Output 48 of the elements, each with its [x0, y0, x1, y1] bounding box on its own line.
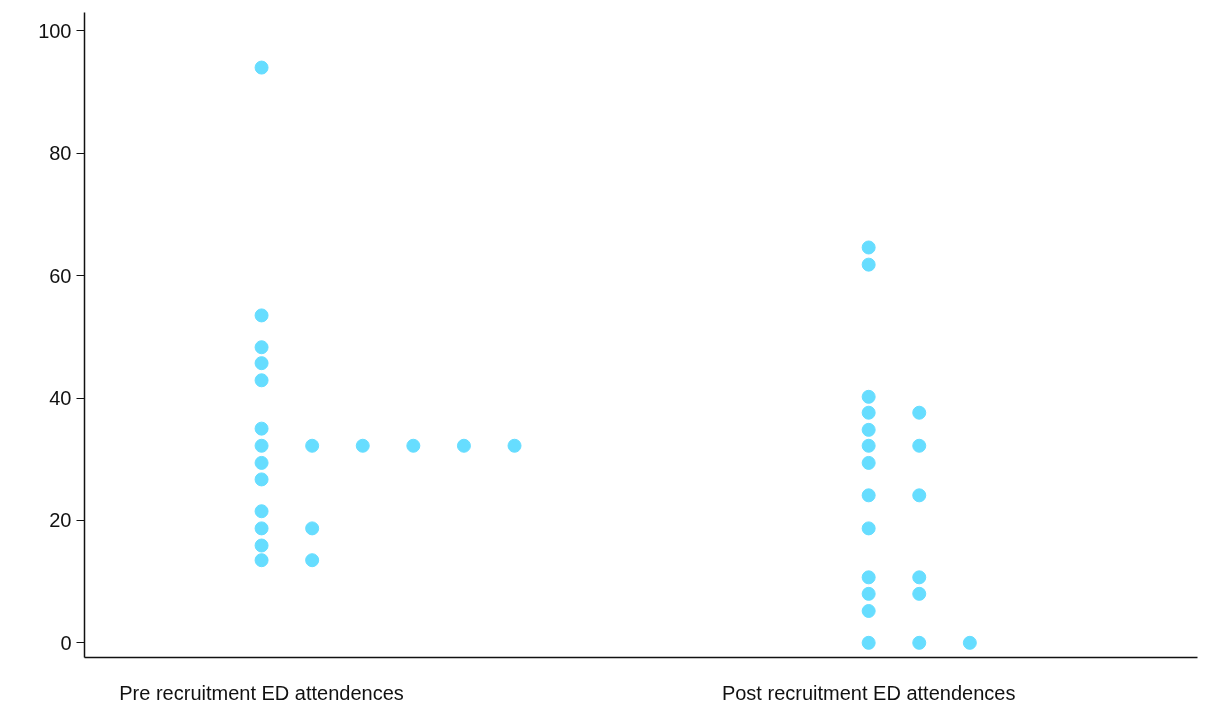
point — [861, 586, 876, 601]
point — [861, 438, 876, 453]
point — [254, 373, 269, 388]
point — [861, 488, 876, 503]
point — [861, 570, 876, 585]
point — [962, 635, 977, 650]
point — [861, 257, 876, 272]
point — [456, 438, 471, 453]
point — [861, 389, 876, 404]
point — [254, 504, 269, 519]
point — [861, 240, 876, 255]
point — [912, 488, 927, 503]
y-tick-label: 60 — [49, 264, 72, 287]
point — [355, 438, 370, 453]
x-tick-label: Post recruitment ED attendences — [721, 681, 1016, 704]
y-tick-label: 100 — [38, 19, 72, 42]
point — [254, 521, 269, 536]
y-tick-label: 40 — [49, 387, 72, 410]
point — [861, 604, 876, 618]
point — [305, 521, 320, 536]
point — [254, 472, 269, 487]
point — [254, 438, 269, 453]
point — [507, 438, 522, 453]
point — [912, 438, 927, 453]
point — [912, 405, 927, 420]
point — [406, 438, 421, 453]
point — [305, 553, 320, 568]
y-tick-label: 20 — [49, 509, 72, 532]
point — [861, 455, 876, 470]
point — [861, 422, 876, 437]
point — [254, 421, 269, 436]
point — [254, 356, 269, 371]
point — [254, 553, 269, 568]
point — [861, 405, 876, 420]
point — [254, 455, 269, 470]
point — [254, 60, 269, 75]
point — [861, 521, 876, 536]
y-tick-label: 80 — [49, 142, 72, 165]
point — [912, 635, 927, 650]
x-tick-label: Pre recruitment ED attendences — [119, 681, 404, 704]
point — [912, 586, 927, 601]
point — [305, 438, 320, 453]
point — [861, 635, 876, 650]
y-tick-label: 0 — [60, 631, 72, 654]
point — [254, 340, 269, 355]
point — [912, 570, 927, 585]
point — [254, 538, 269, 553]
point — [254, 308, 269, 323]
